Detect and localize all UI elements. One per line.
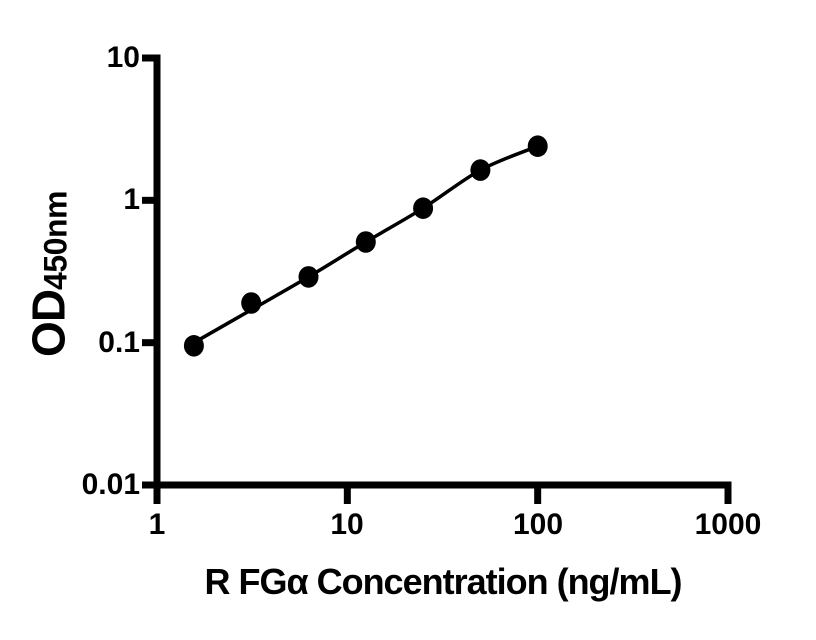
x-tick-label: 100 [512,508,564,541]
data-point-marker [527,135,548,157]
data-point-marker [241,292,262,314]
data-point-marker [470,159,491,181]
data-point-marker [355,231,376,253]
y-tick-label: 10 [106,41,140,74]
y-tick-label: 0.01 [81,468,140,501]
y-axis-title-main: OD [22,289,75,357]
x-tick-label: 1000 [694,508,762,541]
data-point-marker [183,335,204,357]
y-axis-title-subscript: 450nm [37,191,74,290]
x-tick-label: 10 [330,508,364,541]
x-axis-title: R FGα Concentration (ng/mL) [204,561,682,602]
series-layer [183,135,548,357]
x-axis-ticks [153,485,732,504]
x-tick-label: 1 [148,508,166,541]
data-point-marker [413,197,434,219]
data-point-marker [298,266,319,288]
y-axis-title: OD450nm [22,191,79,357]
y-tick-label: 0.1 [98,326,140,359]
y-tick-label: 1 [123,183,140,216]
